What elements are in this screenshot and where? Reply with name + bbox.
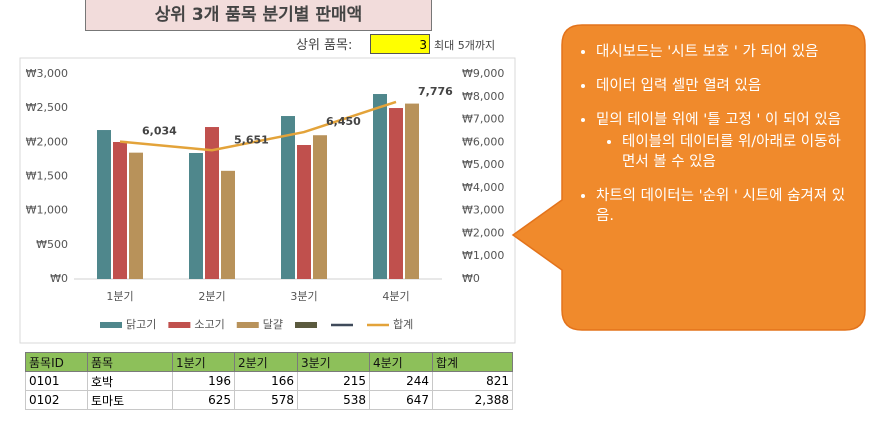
table-cell: 215 — [297, 371, 370, 391]
table-cell: 166 — [234, 371, 298, 391]
y-tick-label: ₩0 — [50, 272, 68, 285]
column-header: 2분기 — [234, 352, 298, 372]
callout-bubble — [511, 24, 866, 331]
y2-tick-label: ₩8,000 — [462, 90, 504, 103]
y2-tick-label: ₩1,000 — [462, 249, 504, 262]
y2-tick-label: ₩7,000 — [462, 113, 504, 126]
input-note: 최대 5개까지 — [434, 39, 496, 52]
dashboard-title: 상위 3개 품목 분기별 판매액 — [85, 0, 432, 31]
x-tick-label: 3분기 — [290, 290, 317, 303]
column-header: 합계 — [432, 352, 513, 372]
callout-text: 대시보드는 '시트 보호 ' 가 되어 있음데이터 입력 셀만 열려 있음밑의 … — [562, 28, 862, 328]
data-label: 5,651 — [234, 133, 269, 146]
y-tick-label: ₩3,000 — [26, 67, 68, 80]
callout-item: 차트의 데이터는 '순위 ' 시트에 숨겨져 있음. — [596, 186, 846, 226]
data-label: 7,776 — [418, 85, 453, 98]
y-tick-label: ₩1,000 — [26, 204, 68, 217]
y-tick-label: ₩500 — [36, 238, 68, 251]
y-tick-label: ₩1,500 — [26, 170, 68, 183]
column-header: 4분기 — [369, 352, 433, 372]
table-cell: 호박 — [87, 371, 173, 391]
bar — [297, 144, 311, 279]
y2-tick-label: ₩5,000 — [462, 158, 504, 171]
column-header: 1분기 — [172, 352, 235, 372]
bar — [97, 130, 111, 279]
table-cell: 0102 — [25, 390, 88, 410]
table-cell: 2,388 — [432, 390, 513, 410]
bar — [113, 141, 127, 279]
y2-tick-label: ₩4,000 — [462, 181, 504, 194]
bar — [129, 152, 143, 279]
legend-label: 소고기 — [194, 318, 224, 331]
y2-tick-label: ₩2,000 — [462, 226, 504, 239]
callout-item: 밑의 테이블 위에 '틀 고정 ' 이 되어 있음 — [596, 110, 846, 130]
table-cell: 625 — [172, 390, 235, 410]
legend-swatch — [100, 322, 122, 328]
column-header: 품목 — [87, 352, 173, 372]
bar — [205, 127, 219, 279]
data-label: 6,034 — [142, 125, 177, 138]
table-cell: 578 — [234, 390, 298, 410]
legend-label: 합계 — [393, 318, 413, 331]
table-cell: 821 — [432, 371, 513, 391]
table-row: 0102 토마토 625 578 538 647 2,388 — [25, 390, 513, 410]
bar — [389, 108, 403, 279]
table-cell: 538 — [297, 390, 370, 410]
table-cell: 196 — [172, 371, 235, 391]
x-tick-label: 2분기 — [198, 290, 225, 303]
table-cell: 244 — [369, 371, 433, 391]
data-label: 6,450 — [326, 115, 361, 128]
bar — [405, 103, 419, 279]
callout-item: 데이터 입력 셀만 열려 있음 — [596, 76, 846, 96]
y2-tick-label: ₩6,000 — [462, 135, 504, 148]
x-tick-label: 1분기 — [106, 290, 133, 303]
table-cell: 토마토 — [87, 390, 173, 410]
bar — [281, 116, 295, 280]
y-tick-label: ₩2,500 — [26, 101, 68, 114]
legend-label: 달걀 — [263, 318, 283, 331]
x-tick-label: 4분기 — [382, 290, 409, 303]
column-header: 품목ID — [25, 352, 88, 372]
line — [119, 100, 397, 152]
y2-tick-label: ₩9,000 — [462, 67, 504, 80]
bar — [189, 152, 203, 279]
legend-swatch — [295, 322, 317, 328]
input-cell[interactable]: 3 — [370, 34, 430, 54]
legend-label: 닭고기 — [126, 318, 156, 331]
y-tick-label: ₩2,000 — [26, 135, 68, 148]
y2-tick-label: ₩3,000 — [462, 204, 504, 217]
input-label: 상위 품목: — [296, 38, 353, 53]
callout-item: 테이블의 데이터를 위/아래로 이동하면서 볼 수 있음 — [622, 132, 846, 172]
table-row: 0101 호박 196 166 215 244 821 — [25, 371, 513, 391]
legend-swatch — [236, 322, 259, 328]
y2-tick-label: ₩0 — [462, 272, 480, 285]
bar — [221, 170, 235, 279]
table-cell: 647 — [369, 390, 433, 410]
bar — [373, 94, 387, 279]
column-header: 3분기 — [297, 352, 370, 372]
callout-item: 대시보드는 '시트 보호 ' 가 되어 있음 — [596, 42, 846, 62]
data-table: 품목ID 품목 1분기 2분기 3분기 4분기 합계 0101 호박 196 166 215 244 82… — [25, 352, 513, 410]
table-header-row: 품목ID 품목 1분기 2분기 3분기 4분기 합계 — [25, 352, 513, 372]
chart-area — [19, 57, 516, 344]
table-cell: 0101 — [25, 371, 88, 391]
legend-swatch — [168, 322, 191, 328]
bar — [313, 135, 327, 279]
